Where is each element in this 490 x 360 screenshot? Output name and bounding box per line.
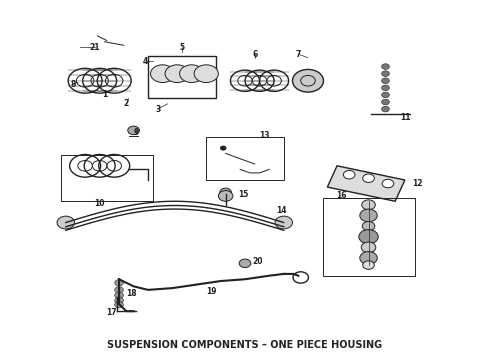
Text: 15: 15 [238, 190, 248, 199]
Text: 18: 18 [126, 289, 137, 298]
Circle shape [219, 191, 233, 201]
Text: 9: 9 [133, 128, 139, 137]
Circle shape [382, 71, 390, 77]
Circle shape [115, 280, 123, 286]
Text: 2: 2 [123, 99, 129, 108]
Circle shape [115, 292, 123, 298]
Text: 19: 19 [206, 287, 217, 296]
Bar [206, 138, 284, 180]
Bar [61, 155, 153, 201]
Text: 6: 6 [252, 50, 257, 59]
Circle shape [180, 65, 204, 82]
Circle shape [293, 69, 323, 92]
Text: 17: 17 [106, 309, 117, 318]
Text: SUSPENSION COMPONENTS – ONE PIECE HOUSING: SUSPENSION COMPONENTS – ONE PIECE HOUSIN… [107, 340, 383, 350]
Bar [148, 56, 216, 99]
Text: 11: 11 [400, 113, 411, 122]
Circle shape [220, 188, 231, 197]
Circle shape [382, 85, 390, 91]
Circle shape [194, 65, 219, 82]
Circle shape [128, 126, 139, 135]
Circle shape [150, 65, 175, 82]
Circle shape [115, 297, 123, 304]
Circle shape [165, 65, 189, 82]
Circle shape [363, 261, 374, 269]
Circle shape [115, 287, 123, 293]
Circle shape [361, 242, 376, 253]
Circle shape [360, 252, 377, 264]
Text: 14: 14 [276, 206, 287, 215]
Text: 12: 12 [412, 179, 423, 188]
Circle shape [382, 106, 390, 112]
Bar [322, 198, 415, 276]
Circle shape [362, 200, 375, 210]
Circle shape [239, 259, 251, 267]
Text: 10: 10 [95, 198, 105, 207]
Circle shape [382, 78, 390, 84]
Text: 16: 16 [337, 192, 347, 201]
Circle shape [359, 230, 378, 244]
Text: 3: 3 [155, 105, 160, 114]
Text: 1: 1 [102, 90, 107, 99]
Circle shape [382, 64, 390, 69]
Circle shape [382, 92, 390, 98]
Circle shape [275, 216, 293, 229]
Text: 21: 21 [90, 42, 100, 51]
Circle shape [360, 209, 377, 222]
Text: 4: 4 [143, 57, 148, 66]
Circle shape [363, 174, 374, 183]
Circle shape [382, 179, 394, 188]
Text: 20: 20 [252, 257, 263, 266]
Circle shape [115, 302, 123, 308]
Circle shape [362, 221, 375, 231]
Circle shape [220, 146, 226, 150]
Text: 13: 13 [259, 131, 270, 140]
Text: 7: 7 [295, 50, 301, 59]
Circle shape [57, 216, 74, 229]
Circle shape [382, 99, 390, 105]
Text: 8: 8 [71, 80, 76, 89]
Text: 5: 5 [179, 42, 185, 51]
Polygon shape [327, 166, 405, 201]
Circle shape [343, 170, 355, 179]
